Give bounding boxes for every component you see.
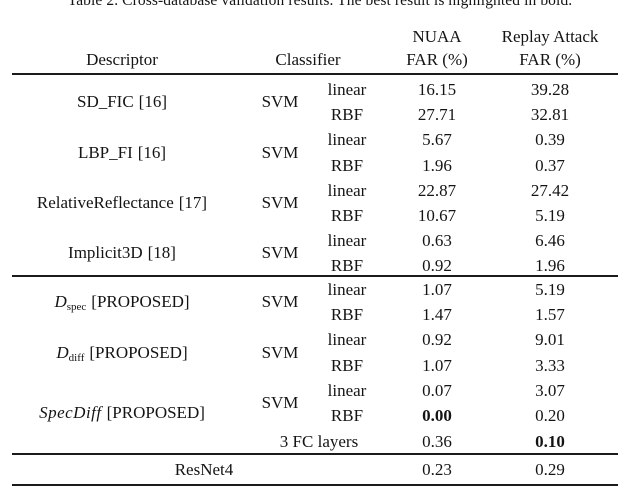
nuaa-value: 0.63: [422, 230, 452, 250]
rule-footer-top: [12, 453, 618, 455]
kernel-cell: RBF: [330, 405, 364, 425]
classifier-svm: SVM: [261, 243, 299, 262]
descriptor-lbp-fi: LBP_FI [16]: [12, 140, 232, 165]
nuaa-value: 0.36: [422, 431, 452, 451]
kernel-cell: RBF: [330, 304, 364, 324]
replay-value: 3.07: [535, 380, 565, 400]
kernel-cell: linear: [327, 180, 367, 200]
replay-value: 9.01: [535, 329, 565, 349]
replay-value: 39.28: [530, 79, 570, 99]
rule-bottom: [12, 484, 618, 486]
classifier-3fc-layers: 3 FC layers: [279, 431, 359, 451]
kernel-cell: linear: [327, 79, 367, 99]
header-replay-attack: Replay Attack: [501, 27, 599, 46]
nuaa-value-best: 0.00: [422, 405, 452, 425]
descriptor-name: Implicit3D: [68, 243, 143, 262]
replay-value: 0.20: [535, 405, 565, 425]
descriptor-name: D: [54, 292, 67, 311]
nuaa-value: 5.67: [422, 129, 452, 149]
descriptor-d-spec: Dspec [PROPOSED]: [12, 289, 232, 314]
classifier-svm: SVM: [261, 393, 299, 412]
header-nuaa-far: FAR (%): [406, 50, 468, 69]
descriptor-name: SD_FIC: [76, 92, 134, 111]
header-nuaa: NUAA: [412, 27, 462, 46]
descriptor-specdiff: SpecDiff [PROPOSED]: [12, 400, 232, 425]
nuaa-value: 0.23: [422, 459, 452, 479]
replay-value: 32.81: [530, 104, 570, 124]
descriptor-name: LBP_FI: [77, 142, 133, 162]
replay-value: 5.19: [535, 279, 565, 299]
kernel-cell: RBF: [330, 355, 364, 375]
nuaa-value: 0.07: [422, 380, 452, 400]
classifier-svm: SVM: [261, 342, 299, 362]
descriptor-subscript: diff: [68, 351, 85, 364]
classifier-svm: SVM: [261, 142, 299, 162]
descriptor-name: RelativeReflectance: [36, 193, 174, 212]
rule-mid: [12, 275, 618, 277]
kernel-cell: linear: [327, 129, 367, 149]
replay-value: 6.46: [535, 230, 565, 250]
replay-value: 27.42: [530, 180, 570, 200]
descriptor-ref: [16]: [137, 142, 167, 162]
nuaa-value: 22.87: [417, 180, 457, 200]
replay-value: 0.29: [535, 459, 565, 479]
classifier-svm: SVM: [261, 292, 299, 311]
nuaa-value: 1.07: [422, 279, 452, 299]
descriptor-ref: [16]: [138, 92, 167, 111]
nuaa-value: 0.92: [422, 329, 452, 349]
header-classifier: Classifier: [275, 50, 341, 69]
descriptor-ref: [PROPOSED]: [91, 292, 190, 311]
replay-value: 5.19: [535, 205, 565, 225]
nuaa-value: 1.96: [422, 155, 452, 175]
kernel-cell: RBF: [330, 255, 364, 275]
rule-header: [12, 73, 618, 75]
descriptor-implicit3d: Implicit3D [18]: [12, 240, 232, 265]
descriptor-ref: [17]: [178, 193, 208, 212]
replay-value: 3.33: [535, 355, 565, 375]
kernel-cell: RBF: [330, 155, 364, 175]
kernel-cell: linear: [327, 329, 367, 349]
descriptor-relative-reflectance: RelativeReflectance [17]: [12, 190, 232, 215]
replay-value-best: 0.10: [535, 431, 565, 451]
descriptor-resnet4: ResNet4: [174, 459, 234, 479]
header-descriptor: Descriptor: [86, 50, 158, 69]
kernel-cell: linear: [327, 279, 367, 299]
nuaa-value: 10.67: [417, 205, 457, 225]
replay-value: 1.57: [535, 304, 565, 324]
descriptor-ref: [PROPOSED]: [89, 342, 188, 362]
header-replay-far: FAR (%): [519, 50, 581, 69]
descriptor-name: D: [56, 342, 69, 362]
descriptor-d-diff: Ddiff [PROPOSED]: [12, 340, 232, 365]
nuaa-value: 0.92: [422, 255, 452, 275]
replay-value: 1.96: [535, 255, 565, 275]
nuaa-value: 1.47: [422, 304, 452, 324]
kernel-cell: linear: [327, 230, 367, 250]
table-caption: Table 2. Cross-database validation resul…: [67, 0, 573, 9]
classifier-svm: SVM: [261, 92, 299, 111]
nuaa-value: 27.71: [417, 104, 457, 124]
descriptor-sd-fic: SD_FIC [16]: [12, 89, 232, 114]
nuaa-value: 1.07: [422, 355, 452, 375]
kernel-cell: RBF: [330, 104, 364, 124]
kernel-cell: linear: [327, 380, 367, 400]
replay-value: 0.37: [535, 155, 565, 175]
descriptor-ref: [18]: [147, 243, 176, 262]
nuaa-value: 16.15: [417, 79, 457, 99]
descriptor-name: SpecDiff: [39, 402, 102, 422]
descriptor-subscript: spec: [66, 301, 87, 313]
descriptor-ref: [PROPOSED]: [106, 402, 205, 422]
replay-value: 0.39: [535, 129, 565, 149]
classifier-svm: SVM: [261, 193, 299, 212]
kernel-cell: RBF: [330, 205, 364, 225]
